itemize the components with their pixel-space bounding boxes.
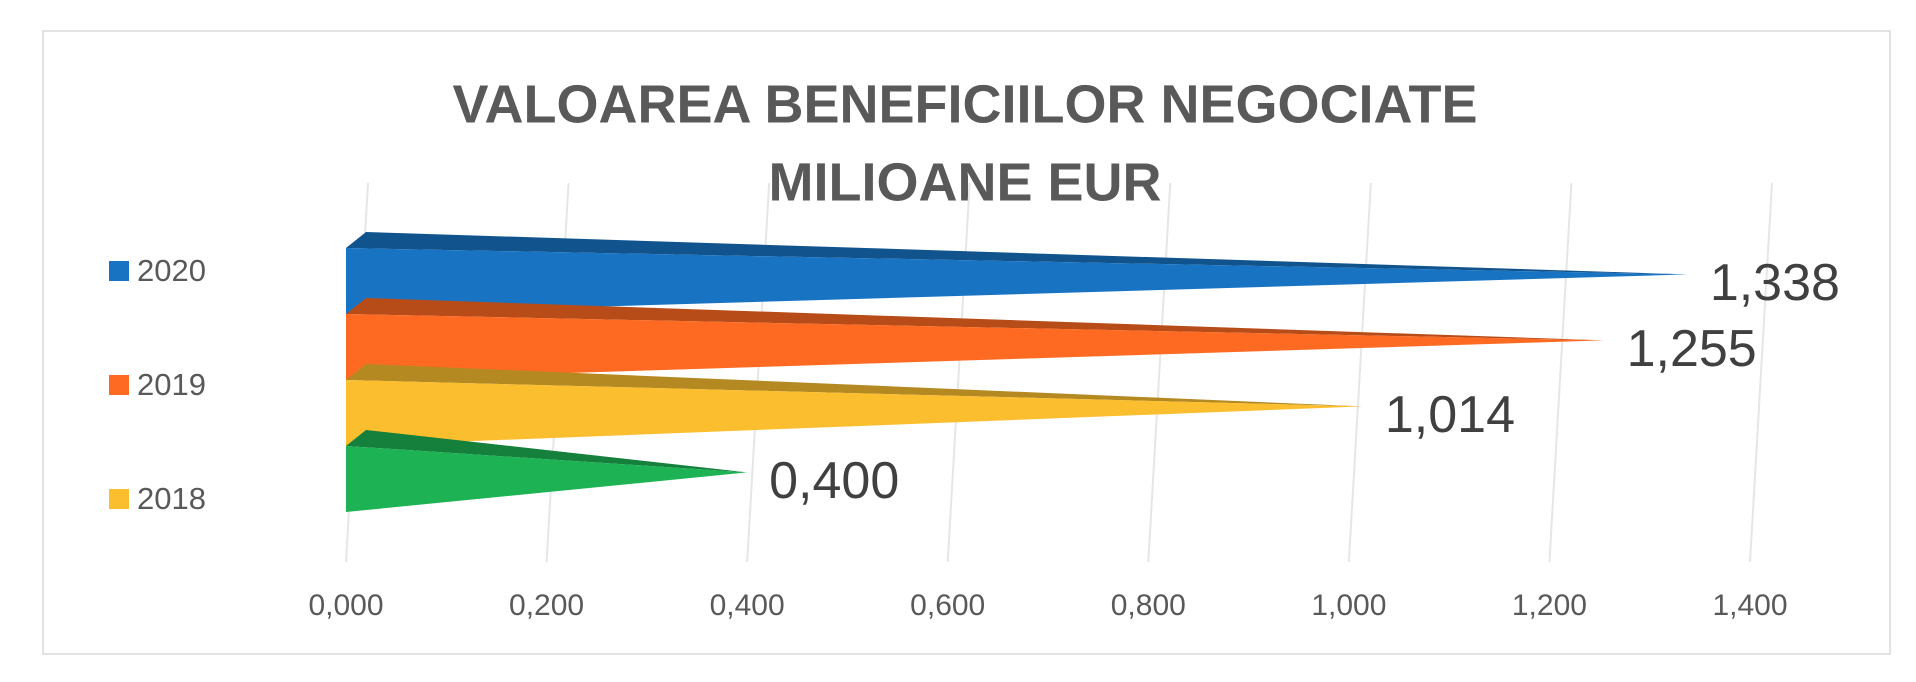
bar-top-face bbox=[346, 298, 1605, 341]
bar-top-face bbox=[346, 232, 1688, 275]
grid-line bbox=[946, 182, 971, 563]
bar bbox=[346, 314, 1605, 380]
grid-line bbox=[1147, 182, 1172, 563]
x-tick-label: 0,800 bbox=[1111, 589, 1186, 622]
legend-label: 2018 bbox=[137, 481, 206, 516]
value-label: 0,400 bbox=[769, 452, 899, 510]
legend-swatch bbox=[109, 261, 129, 281]
value-label: 1,255 bbox=[1627, 320, 1757, 378]
bar-top-face bbox=[346, 430, 748, 473]
x-tick-label: 0,600 bbox=[910, 589, 985, 622]
x-tick-label: 0,400 bbox=[710, 589, 785, 622]
x-tick-label: 1,200 bbox=[1512, 589, 1587, 622]
grid-line bbox=[1749, 182, 1773, 563]
x-tick-label: 0,200 bbox=[509, 589, 584, 622]
x-tick-label: 0,000 bbox=[308, 589, 383, 622]
legend-label: 2019 bbox=[137, 367, 206, 402]
chart-subtitle: MILIOANE EUR bbox=[768, 152, 1161, 212]
grid-line bbox=[1548, 182, 1573, 563]
bar bbox=[346, 446, 748, 512]
bar bbox=[346, 248, 1688, 314]
value-label: 1,014 bbox=[1385, 386, 1515, 444]
x-tick-label: 1,400 bbox=[1712, 589, 1787, 622]
legend-swatch bbox=[109, 375, 129, 395]
bar bbox=[346, 380, 1363, 446]
grid-line bbox=[1347, 182, 1372, 563]
x-tick-label: 1,000 bbox=[1311, 589, 1386, 622]
legend-label: 2020 bbox=[137, 253, 206, 288]
legend-swatch bbox=[109, 489, 129, 509]
chart-title: VALOAREA BENEFICIILOR NEGOCIATE bbox=[452, 74, 1477, 134]
value-label: 1,338 bbox=[1710, 254, 1840, 312]
bar-top-face bbox=[346, 364, 1363, 407]
